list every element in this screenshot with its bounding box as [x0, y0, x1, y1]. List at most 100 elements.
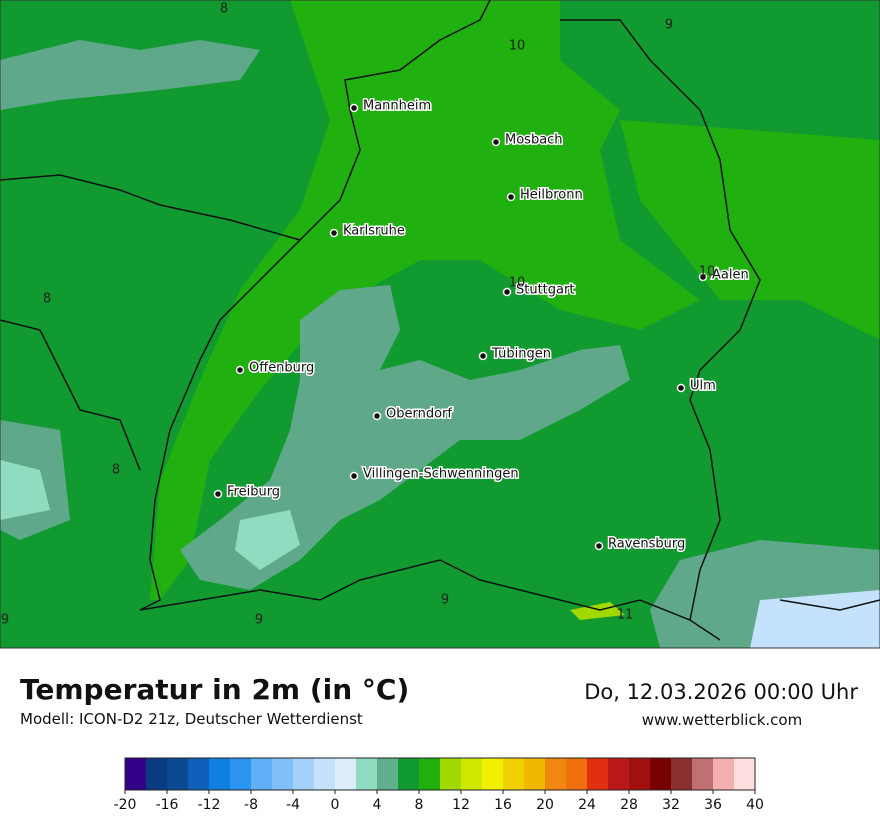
city-dot — [676, 383, 686, 393]
isoline-label: 8 — [112, 463, 120, 478]
borders — [0, 0, 880, 641]
colorbar-tick-label: -4 — [286, 797, 300, 813]
warm-area — [150, 0, 700, 600]
colorbar-cell — [314, 758, 336, 790]
warm-area — [620, 120, 880, 340]
city-dot — [506, 192, 516, 202]
city-dot — [372, 411, 382, 421]
colorbar-tick-label: 16 — [494, 797, 512, 813]
colorbar-cell — [629, 758, 651, 790]
city-dot — [502, 287, 512, 297]
colorbar-tick-label: 8 — [415, 797, 424, 813]
city-dot — [698, 272, 708, 282]
colorbar: -20 -16 -12 -8 -4 0 4 8 12 16 20 24 28 32 36 40 — [114, 757, 764, 813]
colorbar-cell — [482, 758, 504, 790]
isoline-label: 10 — [509, 276, 526, 291]
city-label: Oberndorf — [386, 407, 452, 422]
city-dot — [349, 471, 359, 481]
colorbar-cell — [650, 758, 672, 790]
colorbar-tick-label: -8 — [244, 797, 258, 813]
cold-area — [0, 460, 50, 520]
colorbar-tick-label: 4 — [373, 797, 382, 813]
city-dot — [594, 541, 604, 551]
city-dot — [235, 365, 245, 375]
city-dot — [478, 351, 488, 361]
title: Temperatur in 2m (in °C) — [20, 673, 409, 706]
city-label: Stuttgart — [516, 283, 574, 298]
city-label: Karlsruhe — [343, 224, 405, 239]
city-label: Tübingen — [491, 347, 551, 362]
map-frame — [0, 0, 880, 649]
colorbar-cell — [293, 758, 315, 790]
isoline-label: 10 — [509, 39, 526, 54]
colorbar-cell — [419, 758, 441, 790]
colorbar-cell — [524, 758, 546, 790]
isoline-label: 8 — [43, 292, 51, 307]
city-layer: Mannheim Mosbach Heilbronn Karlsruhe Stuttga… — [213, 97, 750, 553]
colorbar-tick-label: 32 — [662, 797, 680, 813]
city-label: Ravensburg — [608, 537, 685, 552]
isoline-label: 10 — [699, 265, 716, 280]
colorbar-tick-label: 0 — [331, 797, 340, 813]
colorbar-tick-label: 28 — [620, 797, 638, 813]
colorbar-cell — [608, 758, 630, 790]
city-label: Heilbronn — [520, 188, 583, 203]
colorbar-cell — [671, 758, 693, 790]
city-dot — [491, 137, 501, 147]
city-dot — [213, 489, 223, 499]
city-dot — [349, 103, 359, 113]
colorbar-cell — [209, 758, 231, 790]
city-dot — [329, 228, 339, 238]
valid-time: Do, 12.03.2026 00:00 Uhr — [584, 680, 858, 704]
city-label: Ulm — [690, 379, 716, 394]
colorbar-tick-label: 12 — [452, 797, 470, 813]
colorbar-tick-label: 20 — [536, 797, 554, 813]
colorbar-tick-label: -12 — [198, 797, 221, 813]
isoline-label: 8 — [220, 2, 228, 17]
colorbar-cell — [251, 758, 273, 790]
city-label: Offenburg — [249, 361, 314, 376]
city-label: Villingen-Schwenningen — [363, 467, 519, 482]
colorbar-cell — [734, 758, 756, 790]
city-label: Aalen — [712, 268, 749, 283]
isoline-label: 9 — [665, 18, 673, 33]
colorbar-cell — [587, 758, 609, 790]
colorbar-cell — [692, 758, 714, 790]
cold-area — [750, 590, 880, 648]
isoline-label: 11 — [617, 608, 634, 623]
colorbar-tick-label: 24 — [578, 797, 596, 813]
colorbar-tick-label: 36 — [704, 797, 722, 813]
colorbar-cell — [461, 758, 483, 790]
model-info: Modell: ICON-D2 21z, Deutscher Wetterdie… — [20, 710, 363, 728]
website: www.wetterblick.com — [642, 711, 802, 729]
colorbar-cell — [272, 758, 294, 790]
colorbar-tick-label: -16 — [156, 797, 179, 813]
city-label: Freiburg — [227, 485, 280, 500]
colorbar-cell — [146, 758, 168, 790]
colorbar-tick-label: 40 — [746, 797, 764, 813]
colorbar-cell — [566, 758, 588, 790]
isoline-label: 9 — [255, 613, 263, 628]
map — [0, 0, 880, 648]
isoline-labels: 8 9 10 8 10 8 10 9 9 9 11 — [1, 2, 715, 628]
colorbar-tick-label: -20 — [114, 797, 137, 813]
city-label: Mannheim — [363, 99, 431, 114]
colorbar-cell — [335, 758, 357, 790]
cool-area — [180, 285, 630, 590]
city-label: Mosbach — [505, 133, 563, 148]
colorbar-cell — [713, 758, 735, 790]
colorbar-cell — [188, 758, 210, 790]
colorbar-cell — [440, 758, 462, 790]
colorbar-cell — [398, 758, 420, 790]
colorbar-cell — [167, 758, 189, 790]
colorbar-cell — [356, 758, 378, 790]
cool-area — [0, 40, 260, 110]
colorbar-frame — [124, 757, 756, 791]
colorbar-cell — [125, 758, 147, 790]
isoline-label: 9 — [1, 613, 9, 628]
cold-area — [235, 510, 300, 570]
colorbar-cell — [377, 758, 399, 790]
isoline-label: 9 — [441, 593, 449, 608]
